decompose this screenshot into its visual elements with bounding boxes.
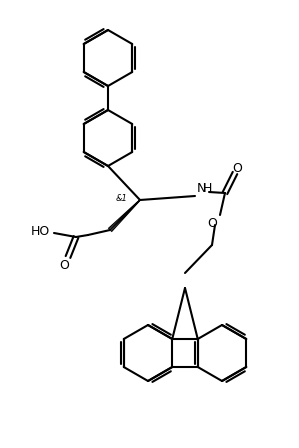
Text: O: O <box>59 258 69 271</box>
Text: O: O <box>232 161 242 175</box>
Text: O: O <box>207 216 217 229</box>
Text: H: H <box>203 181 212 194</box>
Text: HO: HO <box>30 224 50 237</box>
Text: N: N <box>197 181 206 194</box>
Text: &1: &1 <box>116 194 128 202</box>
